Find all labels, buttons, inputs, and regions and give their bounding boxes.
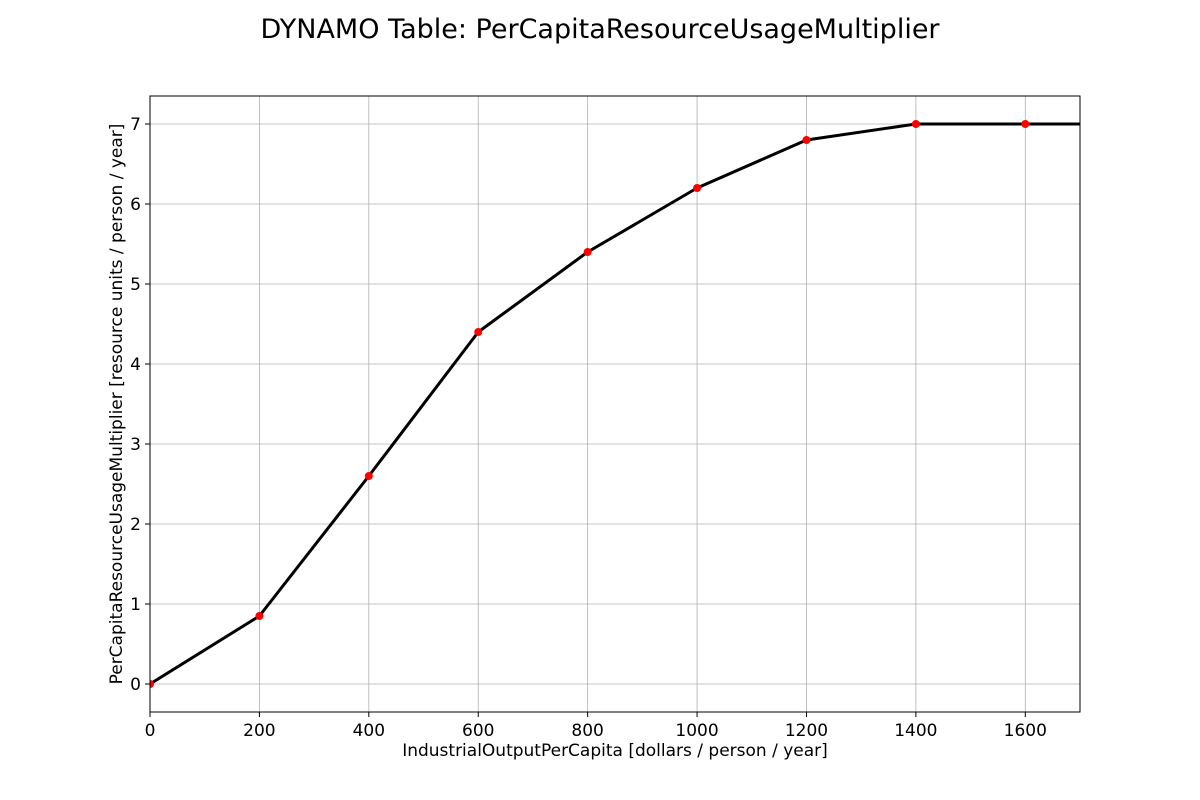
marker-layer bbox=[150, 120, 1030, 688]
data-point bbox=[364, 472, 373, 480]
series-line bbox=[150, 122, 1080, 686]
x-tick-label: 1000 bbox=[675, 721, 718, 741]
y-tick-label: 1 bbox=[130, 595, 141, 615]
y-tick-label: 7 bbox=[130, 115, 141, 135]
data-point bbox=[802, 136, 811, 144]
y-tick-label: 2 bbox=[130, 515, 141, 535]
y-tick-label: 5 bbox=[130, 275, 141, 295]
x-tick-label: 200 bbox=[243, 721, 275, 741]
data-point bbox=[693, 184, 702, 192]
data-point bbox=[911, 120, 920, 128]
x-tick-label: 400 bbox=[353, 721, 385, 741]
plot-frame bbox=[149, 95, 1081, 713]
y-axis-label: PerCapitaResourceUsageMultiplier [resour… bbox=[107, 124, 127, 685]
data-point bbox=[255, 612, 264, 620]
data-point bbox=[583, 248, 592, 256]
y-tick-label: 4 bbox=[130, 355, 141, 375]
y-tick-label: 6 bbox=[130, 195, 141, 215]
x-tick-label: 0 bbox=[145, 721, 156, 741]
data-point bbox=[150, 680, 154, 688]
grid-layer bbox=[149, 96, 1080, 712]
line-layer bbox=[150, 122, 1080, 686]
chart-title: DYNAMO Table: PerCapitaResourceUsageMult… bbox=[260, 14, 940, 45]
y-tick-label: 3 bbox=[130, 435, 141, 455]
x-tick-label: 1400 bbox=[894, 721, 937, 741]
x-axis-label: IndustrialOutputPerCapita [dollars / per… bbox=[402, 741, 828, 761]
data-point bbox=[474, 328, 483, 336]
x-tick-label: 600 bbox=[462, 721, 494, 741]
y-tick-label: 0 bbox=[130, 675, 141, 695]
x-tick-label: 1200 bbox=[785, 721, 828, 741]
tick-layer: 0 200 400 600 800 1000 1200 1400 1600 0 1 2 3 4 5 6 7 bbox=[130, 115, 1047, 741]
data-point bbox=[1021, 120, 1030, 128]
x-tick-label: 800 bbox=[571, 721, 603, 741]
x-tick-label: 1600 bbox=[1004, 721, 1047, 741]
